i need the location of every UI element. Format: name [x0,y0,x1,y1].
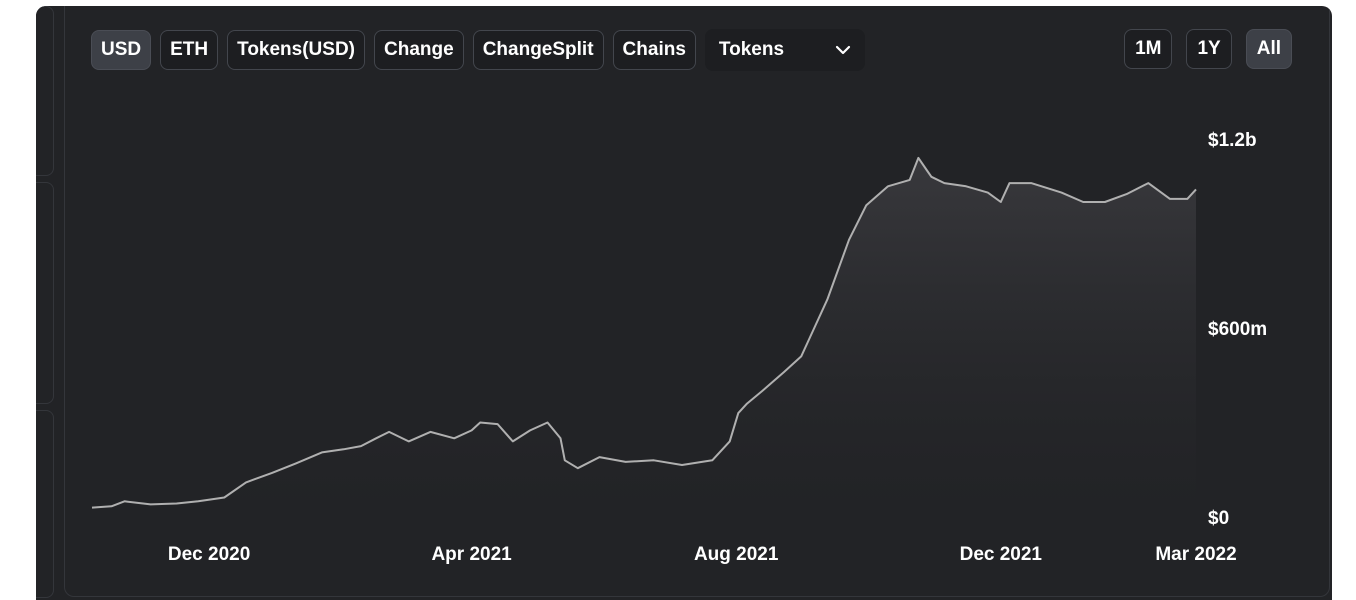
y-tick-label: $0 [1208,508,1229,529]
series-line [91,156,1197,509]
side-card-edge [36,6,54,176]
x-axis: Dec 2020 Apr 2021 Aug 2021 Dec 2021 Mar 2022 [168,544,1237,565]
x-tick-label: Dec 2020 [168,544,250,565]
x-tick-label: Mar 2022 [1155,544,1236,565]
y-axis: $0 $600m $1.2b [1208,130,1267,529]
tokens-dropdown-value: Tokens [718,39,785,60]
range-1y-button[interactable]: 1Y [1186,29,1232,69]
tab-chains[interactable]: Chains [612,30,696,70]
range-selector: 1M 1Y All [1124,29,1292,69]
chart-card [64,6,1330,597]
series-area [92,157,1196,517]
x-tick-label: Aug 2021 [694,544,779,565]
tokens-dropdown[interactable]: Tokens [704,29,865,71]
y-tick-label: $600m [1208,319,1267,340]
y-tick-label: $1.2b [1208,130,1257,151]
tvl-area-chart: $0$600m$1.2b Dec 2020 Apr 2021 Aug 2021 Dec… [91,130,1267,565]
plot-area [91,156,1197,517]
x-tick-label: Apr 2021 [431,544,512,565]
metric-toolbar: USD ETH Tokens(USD) Change ChangeSplit C… [91,29,865,71]
chart-panel: USD ETH Tokens(USD) Change ChangeSplit C… [36,6,1332,600]
x-tick-label: Dec 2021 [960,544,1043,565]
chevron-down-icon [835,45,851,55]
tab-tokens-usd[interactable]: Tokens(USD) [227,30,366,70]
tab-change-split[interactable]: ChangeSplit [472,30,604,70]
tab-eth[interactable]: ETH [160,30,219,70]
tab-change[interactable]: Change [374,30,464,70]
range-all-button[interactable]: All [1245,29,1292,69]
range-1m-button[interactable]: 1M [1124,29,1173,69]
side-card-edge [36,410,54,598]
side-card-edge [36,182,54,404]
tab-usd[interactable]: USD [91,30,152,70]
